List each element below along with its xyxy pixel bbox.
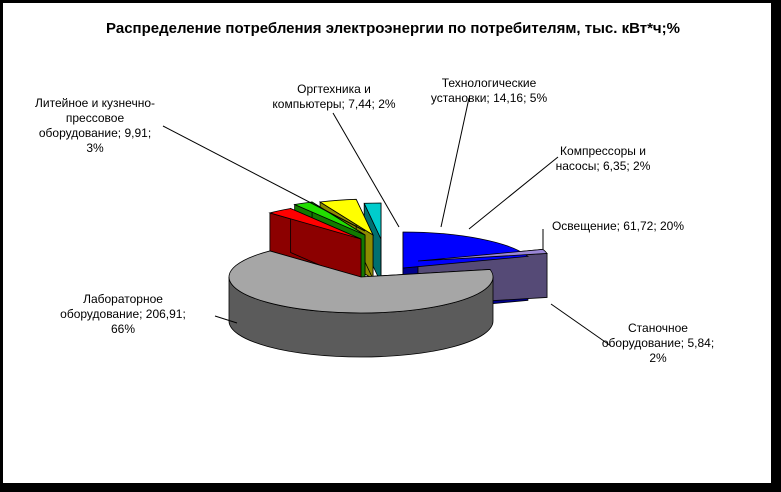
- leader-line-5: [440, 97, 470, 228]
- data-label-line: прессовое: [65, 111, 125, 125]
- chart-title: Распределение потребления электроэнергии…: [106, 20, 680, 37]
- data-label-5: Технологические установки; 14,16; 5%: [414, 76, 564, 106]
- data-label-line: насосы; 6,35; 2%: [555, 159, 651, 173]
- data-label-2: Лабораторное оборудование; 206,91; 66%: [38, 292, 208, 337]
- pie-slice-6: [363, 202, 382, 240]
- data-label-line: установки; 14,16; 5%: [430, 91, 548, 105]
- data-label-line: Технологические: [441, 76, 537, 90]
- data-label-line: оборудование; 206,91;: [60, 307, 186, 321]
- data-label-line: оборудование; 5,84;: [601, 336, 715, 350]
- data-label-3: Литейное и кузнечно-прессовое оборудовани…: [10, 96, 180, 156]
- data-label-line: Оргтехника и: [297, 82, 371, 96]
- pie-slice-1: [417, 248, 548, 262]
- data-label-line: Станочное: [628, 321, 688, 335]
- data-label-line: Литейное и кузнечно-: [35, 96, 155, 110]
- data-label-line: Освещение; 61,72; 20%: [551, 219, 685, 233]
- pie-slice-4: [293, 201, 366, 236]
- data-label-4: Оргтехника и компьютеры; 7,44; 2%: [249, 82, 419, 112]
- data-label-line: 66%: [110, 322, 136, 336]
- pie-slice-5: [318, 198, 374, 237]
- pie-chart: [162, 97, 612, 358]
- data-label-line: 2%: [649, 351, 667, 365]
- data-label-1: Станочное оборудование; 5,84; 2%: [578, 321, 738, 366]
- pie-slice-2: [228, 250, 494, 314]
- leader-line-2: [214, 315, 238, 324]
- data-label-line: оборудование; 9,91;: [38, 126, 152, 140]
- data-label-6: Компрессоры и насосы; 6,35; 2%: [528, 144, 678, 174]
- leader-line-4: [332, 112, 400, 228]
- leader-line-3: [162, 125, 366, 232]
- data-label-line: 3%: [86, 141, 104, 155]
- data-label-line: компьютеры; 7,44; 2%: [272, 97, 396, 111]
- chart-frame: Распределение потребления электроэнергии…: [3, 3, 771, 483]
- pie-slice-3: [268, 208, 362, 240]
- leader-line-6: [468, 156, 559, 230]
- data-label-line: Лабораторное: [83, 292, 163, 306]
- leader-line-1: [550, 303, 612, 347]
- data-label-line: Компрессоры и: [560, 144, 646, 158]
- data-label-0: Освещение; 61,72; 20%: [518, 219, 718, 234]
